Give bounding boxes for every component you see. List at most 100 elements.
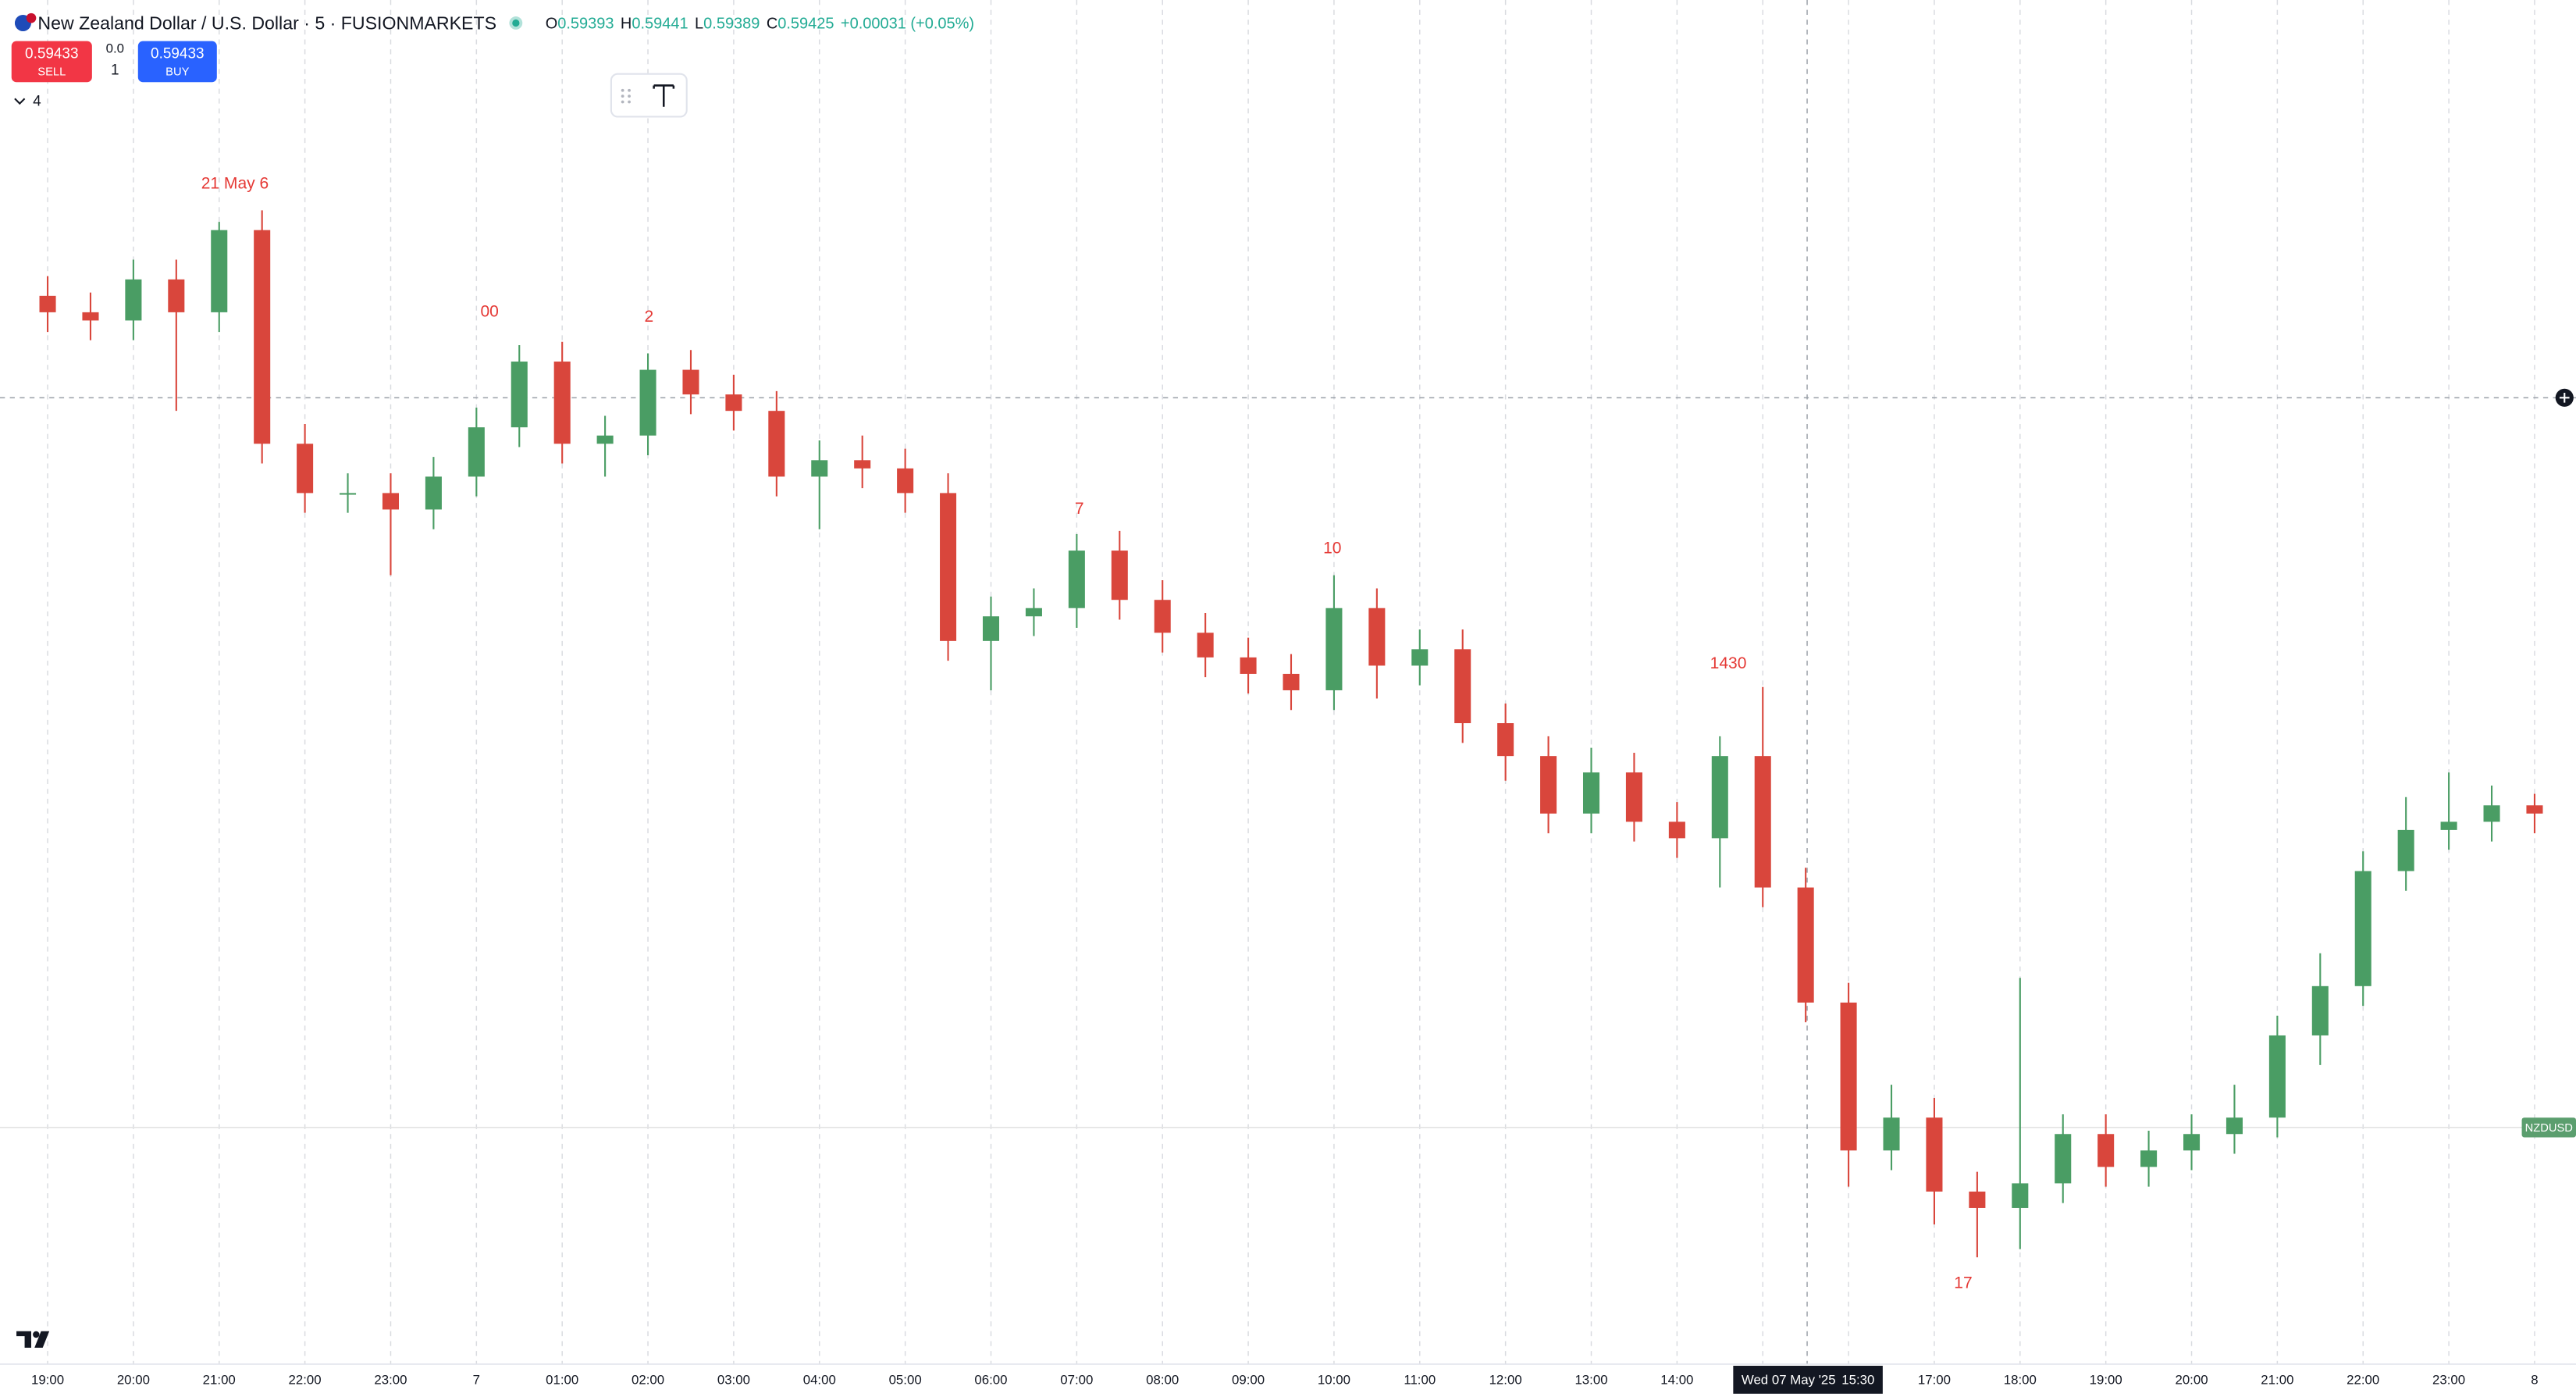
x-tick-label: 12:00 xyxy=(1489,1372,1522,1387)
annotation: 2 xyxy=(644,308,653,326)
candle-body xyxy=(2268,1035,2286,1118)
candle-body xyxy=(1325,608,1343,690)
x-tick-label: 09:00 xyxy=(1232,1372,1265,1387)
toolbar-grip[interactable] xyxy=(621,88,631,104)
x-tick-label: 13:00 xyxy=(1574,1372,1607,1387)
candle-body xyxy=(1711,756,1728,839)
buy-price: 0.59433 xyxy=(151,45,204,62)
x-tick-label: 20:00 xyxy=(117,1372,150,1387)
candle-body xyxy=(811,460,828,477)
x-tick-label: 23:00 xyxy=(374,1372,407,1387)
candle-body xyxy=(1068,551,1085,608)
indicators-count[interactable]: 4 xyxy=(33,93,41,109)
text-tool-icon[interactable] xyxy=(653,84,675,107)
candle-body xyxy=(1454,649,1471,724)
x-tick-label: 23:00 xyxy=(2432,1372,2465,1387)
candle-body xyxy=(168,279,185,312)
candle-body xyxy=(1540,756,1557,814)
sell-label: SELL xyxy=(37,66,66,78)
indicators-toggle[interactable] xyxy=(14,98,26,105)
annotation: 21 May 6 xyxy=(201,174,269,192)
x-tick-label: 21:00 xyxy=(203,1372,236,1387)
logo[interactable] xyxy=(16,1331,50,1348)
crosshair-time-bg xyxy=(1733,1366,1883,1394)
candle-body xyxy=(553,362,571,444)
buy-label: BUY xyxy=(165,66,189,78)
candle-body xyxy=(1368,608,1386,666)
candle-body xyxy=(2483,805,2500,822)
x-tick-label: 21:00 xyxy=(2261,1372,2293,1387)
candle-body xyxy=(39,295,56,312)
candle-body xyxy=(2055,1134,2072,1184)
candle-body xyxy=(511,362,528,428)
market-status xyxy=(512,19,520,27)
ohlc-change: +0.00031 (+0.05%) xyxy=(841,16,974,33)
candle-body xyxy=(2226,1117,2243,1135)
candle-body xyxy=(382,493,399,510)
candle-body xyxy=(1668,821,1685,839)
candle-body xyxy=(1111,551,1128,600)
candle-body xyxy=(897,468,914,494)
x-tick-label: 05:00 xyxy=(889,1372,922,1387)
annotations: 21 May 6 00 2 7 10 1430 17 xyxy=(201,174,1973,1292)
candle-body xyxy=(1197,633,1214,658)
x-tick-label: 10:00 xyxy=(1318,1372,1350,1387)
candle-body xyxy=(1797,887,1814,1003)
candle-body xyxy=(982,616,1000,641)
buy-button[interactable] xyxy=(137,41,217,83)
candle-body xyxy=(468,427,485,477)
candle-body xyxy=(639,369,656,436)
candle-body xyxy=(1969,1191,1986,1208)
crosshair-time: 15:30 xyxy=(1841,1372,1874,1387)
symbol-label: NZDUSD xyxy=(2525,1122,2573,1135)
candle-body xyxy=(2354,871,2371,986)
ohlc-value: 0.59425 xyxy=(777,16,834,33)
spread: 0.0 xyxy=(106,41,124,56)
crosshair-add-icon xyxy=(2559,393,2570,403)
candle-body xyxy=(1582,772,1600,814)
ohlc-label: L xyxy=(695,16,703,33)
candle-body xyxy=(1625,772,1642,822)
sell-button[interactable] xyxy=(11,41,92,83)
x-tick-label: 17:00 xyxy=(1918,1372,1951,1387)
candle-body xyxy=(211,230,228,312)
candle-body xyxy=(125,279,142,321)
candle-body xyxy=(340,493,357,495)
x-tick-label: 02:00 xyxy=(632,1372,664,1387)
x-tick-label: 22:00 xyxy=(2347,1372,2379,1387)
candle-body xyxy=(254,230,271,444)
time-axis: 19:00 20:00 21:00 22:00 23:00 7 01:00 02:00 03:0… xyxy=(31,1372,2539,1387)
ohlc-value: 0.59441 xyxy=(632,16,688,33)
x-tick-label: 20:00 xyxy=(2175,1372,2208,1387)
candle-body xyxy=(1411,649,1429,666)
candle-body xyxy=(768,411,785,477)
x-tick-label: 7 xyxy=(473,1372,480,1387)
ohlc-label: C xyxy=(767,16,777,33)
symbol-title: New Zealand Dollar / U.S. Dollar · 5 · F… xyxy=(37,13,496,34)
candle-body xyxy=(297,444,314,494)
symbol-label-bg xyxy=(2521,1117,2576,1138)
candle-body xyxy=(82,312,99,321)
ohlc-label: O xyxy=(546,16,558,33)
x-tick-label: 19:00 xyxy=(2090,1372,2122,1387)
candle-body xyxy=(854,460,871,469)
candle-body xyxy=(1283,673,1300,690)
ohlc-label: H xyxy=(621,16,632,33)
annotation: 10 xyxy=(1323,540,1341,558)
x-tick-label: 19:00 xyxy=(31,1372,64,1387)
x-tick-label: 08:00 xyxy=(1146,1372,1179,1387)
ohlc-value: 0.59393 xyxy=(557,16,614,33)
x-tick-label: 14:00 xyxy=(1660,1372,1693,1387)
x-tick-label: 8 xyxy=(2531,1372,2538,1387)
candle-body xyxy=(1883,1117,1900,1151)
x-tick-label: 04:00 xyxy=(803,1372,836,1387)
candle-body xyxy=(2397,829,2414,871)
sell-price: 0.59433 xyxy=(25,45,78,62)
logo xyxy=(33,1331,40,1338)
candle-body xyxy=(2440,821,2457,830)
crosshair-date: Wed 07 May '25 xyxy=(1742,1372,1836,1387)
quantity[interactable]: 1 xyxy=(111,62,119,79)
